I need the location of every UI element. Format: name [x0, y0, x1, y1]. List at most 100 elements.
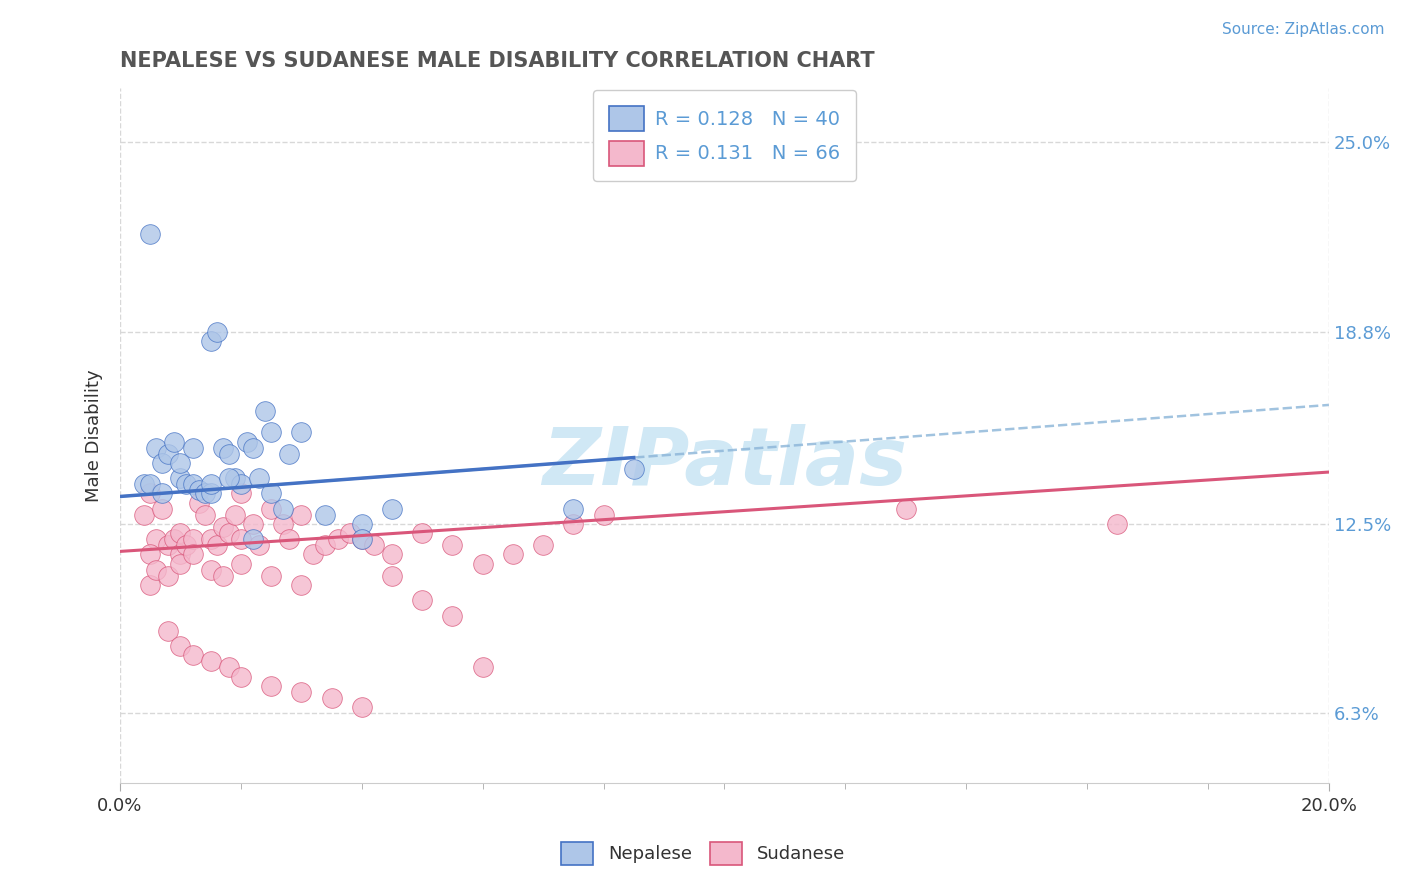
Point — [187, 495, 209, 509]
Point — [471, 660, 494, 674]
Point — [350, 700, 373, 714]
Point — [194, 486, 217, 500]
Point — [176, 538, 198, 552]
Point — [200, 477, 222, 491]
Point — [211, 569, 233, 583]
Legend: Nepalese, Sudanese: Nepalese, Sudanese — [554, 835, 852, 872]
Point — [145, 563, 167, 577]
Point — [531, 538, 554, 552]
Point — [562, 516, 585, 531]
Point — [139, 578, 162, 592]
Point — [350, 532, 373, 546]
Point — [236, 434, 259, 449]
Point — [411, 593, 433, 607]
Point — [502, 548, 524, 562]
Point — [224, 508, 246, 522]
Point — [139, 227, 162, 241]
Point — [314, 538, 336, 552]
Point — [181, 477, 204, 491]
Point — [278, 447, 301, 461]
Point — [194, 508, 217, 522]
Point — [302, 548, 325, 562]
Text: ZIPatlas: ZIPatlas — [541, 425, 907, 502]
Point — [150, 501, 173, 516]
Point — [200, 334, 222, 348]
Point — [363, 538, 385, 552]
Point — [260, 501, 283, 516]
Point — [271, 516, 294, 531]
Point — [150, 486, 173, 500]
Point — [229, 486, 252, 500]
Point — [254, 404, 277, 418]
Point — [181, 532, 204, 546]
Point — [205, 538, 228, 552]
Point — [211, 520, 233, 534]
Point — [260, 679, 283, 693]
Point — [247, 471, 270, 485]
Point — [321, 690, 343, 705]
Point — [260, 425, 283, 440]
Point — [200, 486, 222, 500]
Point — [339, 526, 361, 541]
Point — [169, 456, 191, 470]
Point — [592, 508, 614, 522]
Point — [139, 548, 162, 562]
Point — [441, 608, 464, 623]
Point — [157, 447, 180, 461]
Point — [1107, 516, 1129, 531]
Point — [157, 624, 180, 638]
Point — [200, 532, 222, 546]
Point — [224, 471, 246, 485]
Point — [229, 477, 252, 491]
Point — [145, 532, 167, 546]
Point — [200, 563, 222, 577]
Point — [218, 471, 240, 485]
Point — [134, 477, 156, 491]
Point — [562, 501, 585, 516]
Point — [181, 548, 204, 562]
Point — [242, 441, 264, 455]
Point — [187, 483, 209, 498]
Point — [157, 538, 180, 552]
Point — [411, 526, 433, 541]
Point — [271, 501, 294, 516]
Point — [134, 508, 156, 522]
Point — [350, 516, 373, 531]
Point — [242, 516, 264, 531]
Point — [169, 639, 191, 653]
Point — [260, 486, 283, 500]
Point — [163, 532, 186, 546]
Y-axis label: Male Disability: Male Disability — [86, 369, 103, 502]
Legend: R = 0.128   N = 40, R = 0.131   N = 66: R = 0.128 N = 40, R = 0.131 N = 66 — [593, 90, 856, 181]
Point — [218, 447, 240, 461]
Point — [441, 538, 464, 552]
Point — [218, 526, 240, 541]
Point — [381, 501, 404, 516]
Point — [181, 441, 204, 455]
Point — [623, 462, 645, 476]
Point — [229, 669, 252, 683]
Text: NEPALESE VS SUDANESE MALE DISABILITY CORRELATION CHART: NEPALESE VS SUDANESE MALE DISABILITY COR… — [120, 51, 875, 70]
Point — [290, 425, 312, 440]
Point — [157, 569, 180, 583]
Point — [139, 477, 162, 491]
Point — [229, 532, 252, 546]
Point — [290, 685, 312, 699]
Point — [200, 654, 222, 668]
Point — [169, 526, 191, 541]
Point — [211, 441, 233, 455]
Point — [163, 434, 186, 449]
Point — [169, 557, 191, 571]
Point — [229, 557, 252, 571]
Point — [169, 471, 191, 485]
Point — [205, 325, 228, 339]
Point — [381, 548, 404, 562]
Point — [242, 532, 264, 546]
Point — [139, 486, 162, 500]
Point — [150, 456, 173, 470]
Point — [260, 569, 283, 583]
Point — [145, 441, 167, 455]
Point — [314, 508, 336, 522]
Point — [290, 508, 312, 522]
Text: Source: ZipAtlas.com: Source: ZipAtlas.com — [1222, 22, 1385, 37]
